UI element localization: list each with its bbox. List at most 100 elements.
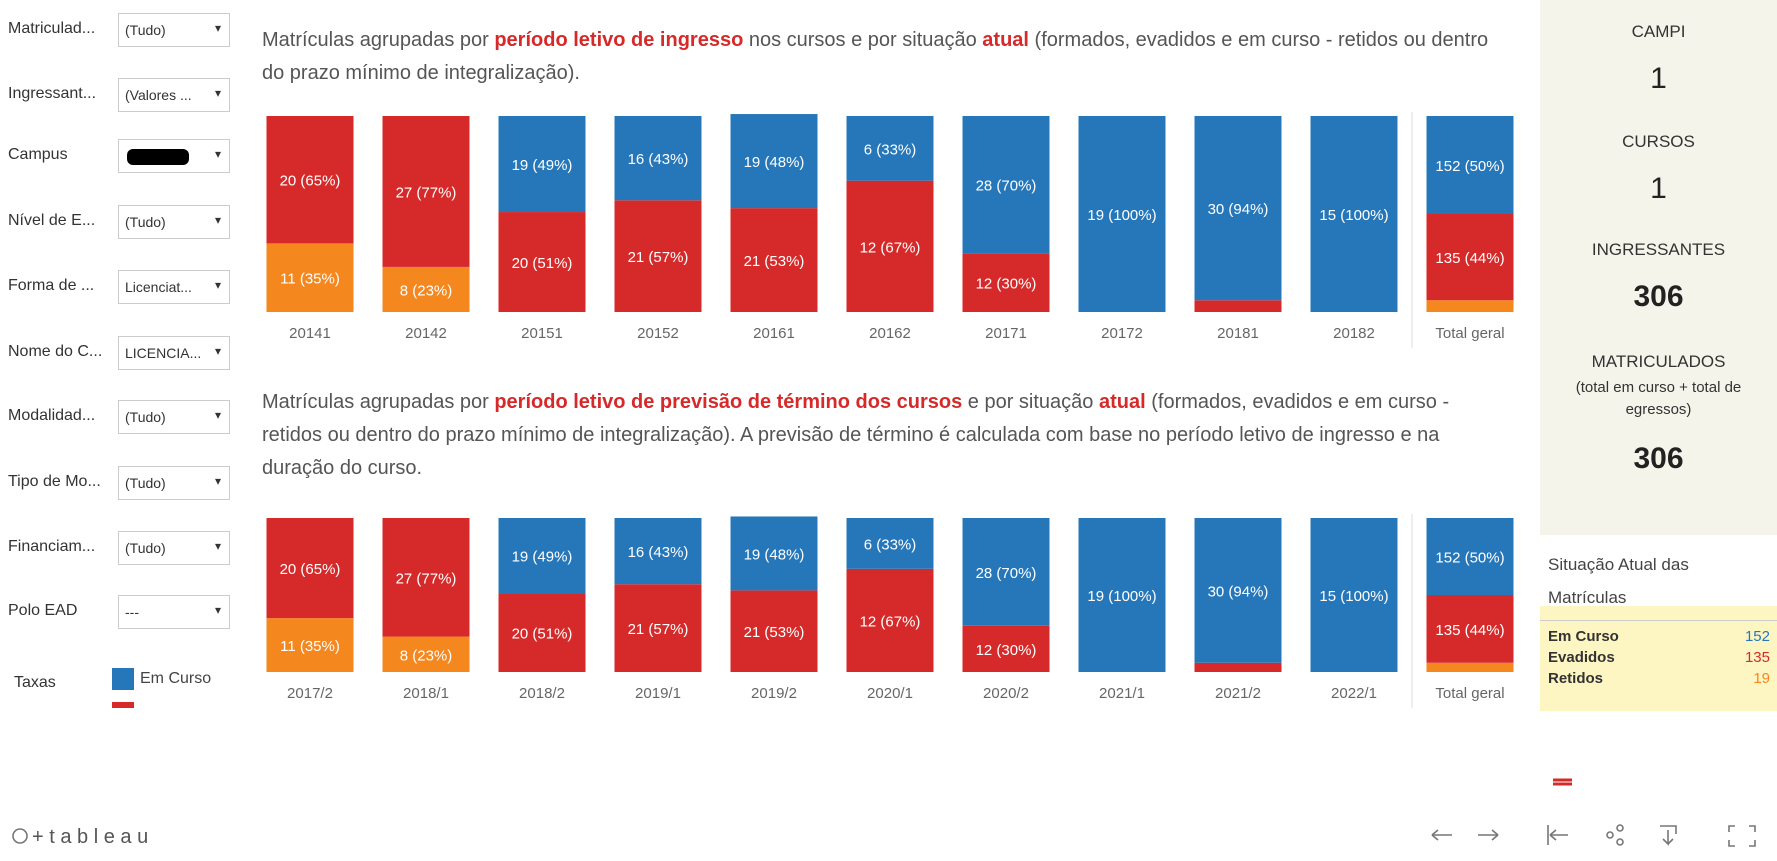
value-label: 16 (43%): [628, 151, 689, 168]
kpi-label: INGRESSANTES: [1591, 240, 1726, 259]
kpi-value: 1: [1650, 62, 1667, 95]
x-tick-label: 20162: [869, 325, 911, 342]
filter-dropdown[interactable]: (Tudo) ▾: [118, 531, 230, 565]
value-label: 6 (33%): [864, 536, 917, 553]
x-tick-label: 20172: [1101, 325, 1143, 342]
x-tick-label: 20182: [1333, 325, 1375, 342]
x-tick-label: Total geral: [1435, 685, 1504, 702]
bar-segment: [382, 636, 470, 672]
filter-dropdown[interactable]: Licenciat... ▾: [118, 270, 230, 304]
situacao-label: Retidos: [1548, 670, 1604, 687]
footer-icons: [12, 824, 1756, 847]
dropdown-arrow: ▾: [214, 539, 221, 553]
bar-segment: [846, 116, 934, 181]
dropdown-arrow: ▾: [214, 213, 221, 227]
filter-dropdown[interactable]: (Tudo) ▾: [118, 205, 230, 239]
filter-label: Ingressant...: [8, 85, 97, 102]
situacao-value: 152: [1744, 628, 1770, 645]
filter-value: (Tudo): [125, 214, 166, 230]
situacao-label: Evadidos: [1548, 649, 1615, 666]
filter-label: Nível de E...: [8, 212, 96, 229]
value-label: 12 (30%): [976, 276, 1037, 293]
bar-segment: [614, 518, 702, 585]
situacao-value: 19: [1753, 670, 1770, 687]
bar-segment: [1194, 116, 1282, 301]
filter-value: (Tudo): [125, 22, 166, 38]
bar-segment: [1426, 214, 1514, 301]
value-label: 8 (23%): [400, 282, 453, 299]
bar-segment: [498, 212, 586, 312]
bar-segment: [1194, 662, 1282, 672]
bar-segment: [266, 116, 354, 244]
x-tick-label: 20151: [521, 325, 563, 342]
bar-segment: [1426, 662, 1514, 672]
value-label: 20 (65%): [280, 173, 341, 190]
x-tick-label: 20171: [985, 325, 1027, 342]
bar-segment: [498, 518, 586, 594]
x-tick-label: 20141: [289, 325, 331, 342]
value-label: 20 (65%): [280, 561, 341, 578]
x-tick-label: 2022/1: [1331, 685, 1377, 702]
value-label: 20 (51%): [512, 255, 573, 272]
filter-dropdown[interactable]: --- ▾: [118, 595, 230, 629]
x-tick-label: 2018/1: [403, 685, 449, 702]
dropdown-arrow: ▾: [214, 147, 221, 161]
filter-value: (Tudo): [125, 540, 166, 556]
value-label: 16 (43%): [628, 544, 689, 561]
title-part: e por situação: [962, 391, 1099, 413]
value-label: 28 (70%): [976, 565, 1037, 582]
value-label: 19 (48%): [744, 154, 805, 171]
value-label: 12 (67%): [860, 239, 921, 256]
value-label: 28 (70%): [976, 178, 1037, 195]
title-part: nos cursos e por situação: [743, 29, 983, 51]
filter-label: Forma de ...: [8, 277, 95, 294]
kpi-value: 306: [1633, 280, 1684, 313]
brand: + t a b l e a u: [32, 826, 149, 848]
filter-label: Financiam...: [8, 538, 96, 555]
bar-segment: [1426, 300, 1514, 312]
value-label: 21 (57%): [628, 249, 689, 266]
bar-segment: [1426, 595, 1514, 663]
value-label: 135 (44%): [1435, 250, 1504, 267]
kpi-value: 306: [1633, 442, 1684, 475]
filter-dropdown[interactable]: (Tudo) ▾: [118, 13, 230, 47]
bar-segment: [266, 518, 354, 619]
value-label: 6 (33%): [864, 141, 917, 158]
value-label: 21 (57%): [628, 621, 689, 638]
value-label: 21 (53%): [744, 253, 805, 270]
filter-dropdown[interactable]: ▾: [118, 139, 230, 173]
title-part: (formados, evadidos e em curso - retidos…: [262, 391, 1450, 479]
bar-segment: [1078, 518, 1166, 672]
dropdown-arrow: ▾: [214, 86, 221, 100]
dropdown-arrow: ▾: [214, 474, 221, 488]
filter-dropdown[interactable]: (Tudo) ▾: [118, 400, 230, 434]
x-tick-label: 2020/1: [867, 685, 913, 702]
value-label: 27 (77%): [396, 570, 457, 587]
situacao-box: [1540, 606, 1777, 711]
filter-value: LICENCIA...: [125, 345, 202, 361]
value-label: 30 (94%): [1208, 201, 1269, 218]
bar-segment: [1194, 518, 1282, 663]
x-tick-label: 2021/2: [1215, 685, 1261, 702]
legend-entry: Em Curso: [140, 670, 212, 687]
kpi-label: MATRICULADOS: [1591, 352, 1726, 371]
filter-dropdown[interactable]: LICENCIA... ▾: [118, 336, 230, 370]
x-tick-label: 20181: [1217, 325, 1259, 342]
dropdown-arrow: ▾: [214, 603, 221, 617]
x-tick-label: 2019/2: [751, 685, 797, 702]
kpi-label: CAMPI: [1631, 22, 1686, 41]
redacted: [127, 149, 189, 165]
value-label: 11 (35%): [280, 271, 340, 288]
bar-segment: [846, 180, 934, 312]
situacao-divider: [1540, 620, 1777, 621]
bar-segment: [498, 593, 586, 672]
value-label: 12 (67%): [860, 613, 921, 630]
filter-label: Nome do C...: [8, 343, 103, 360]
bar-segment: [730, 590, 818, 672]
filter-label: Matriculad...: [8, 20, 96, 37]
filter-dropdown[interactable]: (Valores ... ▾: [118, 78, 230, 112]
bar-segment: [846, 568, 934, 672]
legend-red-swatch: [1553, 778, 1572, 786]
filter-dropdown[interactable]: (Tudo) ▾: [118, 466, 230, 500]
